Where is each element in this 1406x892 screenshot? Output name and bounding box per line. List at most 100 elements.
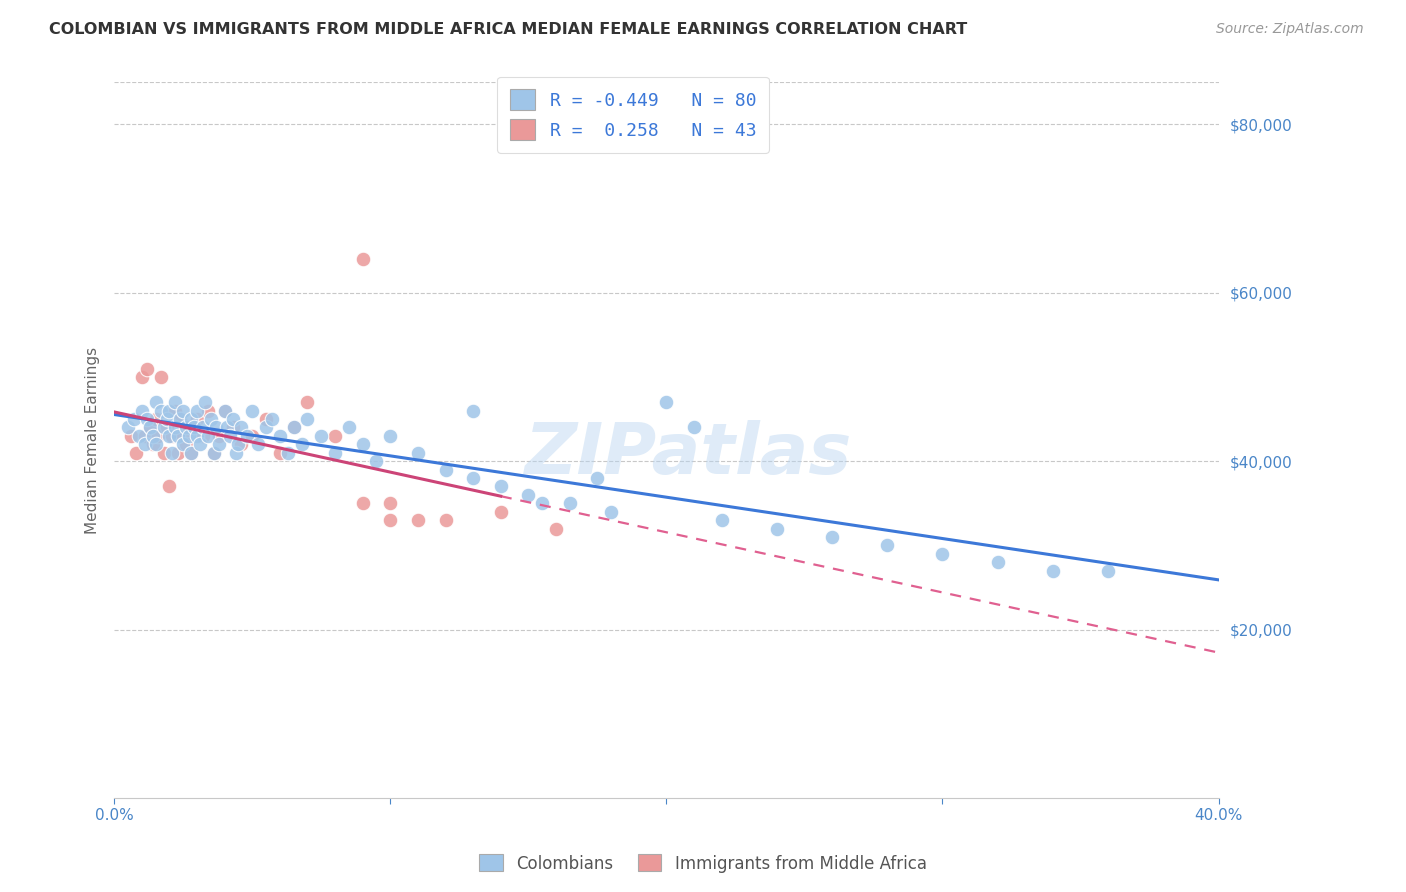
Point: [172, 403, 194, 417]
Point: [291, 437, 314, 451]
Point: [169, 412, 191, 426]
Point: [191, 420, 214, 434]
Point: [205, 420, 228, 434]
Point: [172, 437, 194, 451]
Point: [163, 395, 186, 409]
Point: [139, 420, 162, 434]
Point: [254, 412, 277, 426]
Point: [148, 429, 170, 443]
Point: [200, 412, 222, 426]
Point: [260, 412, 283, 426]
Point: [337, 420, 360, 434]
Point: [136, 361, 159, 376]
Point: [202, 446, 225, 460]
Point: [186, 412, 208, 426]
Point: [202, 446, 225, 460]
Point: [145, 437, 167, 451]
Point: [463, 403, 485, 417]
Point: [269, 446, 291, 460]
Point: [150, 403, 173, 417]
Point: [240, 403, 263, 417]
Point: [180, 446, 202, 460]
Text: Source: ZipAtlas.com: Source: ZipAtlas.com: [1216, 22, 1364, 37]
Point: [231, 420, 253, 434]
Point: [128, 429, 150, 443]
Point: [821, 530, 844, 544]
Point: [208, 437, 231, 451]
Point: [169, 412, 191, 426]
Point: [180, 412, 202, 426]
Point: [117, 420, 139, 434]
Point: [153, 420, 176, 434]
Point: [323, 429, 346, 443]
Point: [180, 446, 202, 460]
Point: [517, 488, 540, 502]
Point: [157, 429, 180, 443]
Point: [254, 420, 277, 434]
Point: [240, 429, 263, 443]
Point: [1097, 564, 1119, 578]
Point: [191, 429, 214, 443]
Point: [231, 437, 253, 451]
Point: [406, 446, 429, 460]
Point: [683, 420, 706, 434]
Point: [352, 437, 374, 451]
Legend: R = -0.449   N = 80, R =  0.258   N = 43: R = -0.449 N = 80, R = 0.258 N = 43: [498, 77, 769, 153]
Point: [489, 479, 512, 493]
Y-axis label: Median Female Earnings: Median Female Earnings: [86, 347, 100, 533]
Point: [157, 479, 180, 493]
Point: [174, 437, 197, 451]
Point: [163, 420, 186, 434]
Point: [177, 429, 200, 443]
Point: [131, 403, 153, 417]
Legend: Colombians, Immigrants from Middle Africa: Colombians, Immigrants from Middle Afric…: [472, 847, 934, 880]
Point: [876, 538, 898, 552]
Point: [183, 420, 205, 434]
Point: [489, 505, 512, 519]
Point: [297, 395, 319, 409]
Point: [558, 496, 581, 510]
Point: [150, 370, 173, 384]
Point: [380, 513, 402, 527]
Point: [139, 420, 162, 434]
Point: [156, 412, 179, 426]
Point: [157, 403, 180, 417]
Point: [228, 437, 250, 451]
Point: [225, 446, 247, 460]
Point: [214, 403, 236, 417]
Point: [122, 412, 145, 426]
Point: [1042, 564, 1064, 578]
Point: [380, 496, 402, 510]
Point: [156, 420, 179, 434]
Point: [283, 420, 305, 434]
Point: [186, 403, 208, 417]
Point: [217, 420, 239, 434]
Point: [174, 420, 197, 434]
Point: [131, 370, 153, 384]
Point: [222, 412, 245, 426]
Point: [323, 446, 346, 460]
Point: [186, 429, 208, 443]
Point: [160, 446, 183, 460]
Point: [710, 513, 733, 527]
Text: ZIPatlas: ZIPatlas: [524, 420, 852, 489]
Point: [987, 555, 1010, 569]
Point: [352, 496, 374, 510]
Point: [125, 446, 148, 460]
Point: [166, 446, 188, 460]
Point: [136, 412, 159, 426]
Point: [222, 420, 245, 434]
Point: [246, 437, 269, 451]
Point: [197, 403, 219, 417]
Point: [163, 403, 186, 417]
Point: [160, 429, 183, 443]
Point: [120, 429, 142, 443]
Point: [166, 429, 188, 443]
Point: [194, 395, 217, 409]
Point: [531, 496, 554, 510]
Point: [655, 395, 678, 409]
Point: [197, 429, 219, 443]
Point: [153, 446, 176, 460]
Point: [352, 252, 374, 266]
Point: [208, 429, 231, 443]
